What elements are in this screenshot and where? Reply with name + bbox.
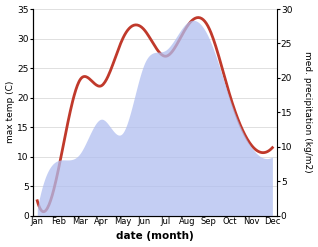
X-axis label: date (month): date (month) <box>116 231 194 242</box>
Y-axis label: med. precipitation (kg/m2): med. precipitation (kg/m2) <box>303 51 313 173</box>
Y-axis label: max temp (C): max temp (C) <box>5 81 15 144</box>
